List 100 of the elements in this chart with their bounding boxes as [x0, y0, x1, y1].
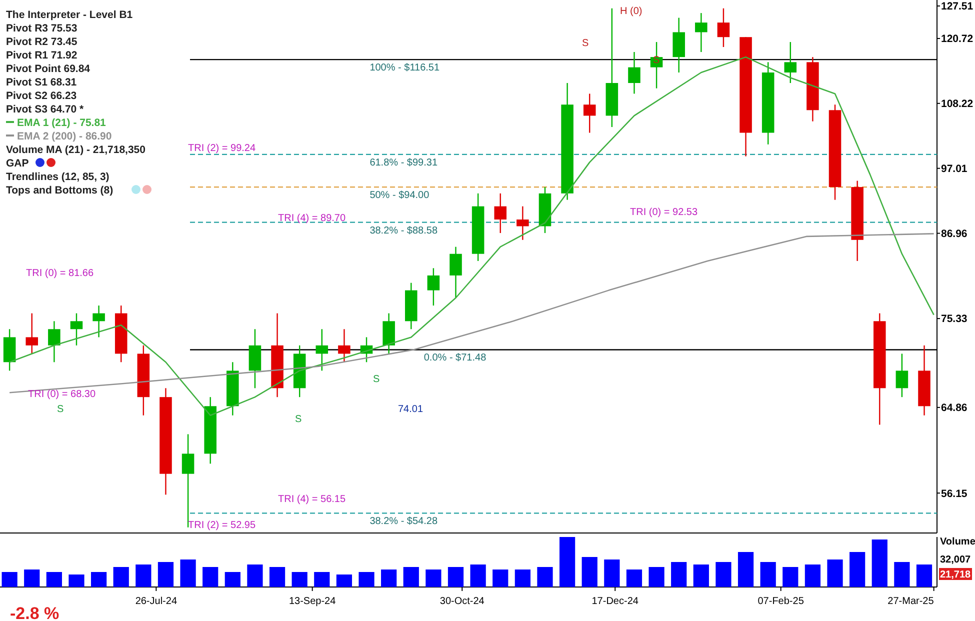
bar [872, 540, 888, 587]
y-tick-label: 108.22 [941, 98, 974, 110]
bar [113, 567, 129, 587]
y-tick-label: 64.86 [941, 402, 968, 414]
bar [916, 564, 932, 587]
bar [827, 560, 843, 587]
candlestick [717, 8, 730, 48]
candlestick [427, 268, 440, 306]
annotation: The Interpreter - Level B1 [6, 9, 133, 21]
bar [158, 562, 174, 587]
candlestick [516, 206, 529, 240]
annotation: TRI (2) = 99.24 [188, 143, 256, 154]
bar [90, 572, 107, 587]
annotation: Volume MA (21) - 21,718,350 [6, 144, 146, 156]
annotation: TRI (0) = 92.53 [630, 207, 698, 218]
candlestick [896, 353, 908, 398]
bar [426, 570, 442, 587]
annotation: 38.2% - $54.28 [370, 516, 438, 528]
bar [403, 567, 419, 587]
y-tick-label: 120.72 [941, 33, 974, 46]
bar [648, 567, 664, 587]
x-tick-label: 13-Sep-24 [288, 596, 336, 607]
bar [314, 572, 330, 587]
text: Volume [940, 536, 975, 548]
candlestick [494, 192, 507, 234]
text: 32,007 [940, 554, 972, 566]
y-tick-label: 56.15 [941, 488, 968, 500]
annotation: Pivot Point 69.84 [6, 63, 90, 75]
candlestick [70, 312, 83, 346]
bar [894, 562, 910, 587]
annotation: Tops and Bottoms (8) [6, 184, 114, 196]
annotation: S [373, 374, 380, 385]
bar [68, 574, 84, 587]
x-tick-label: 26-Jul-24 [135, 596, 178, 607]
annotation: Pivot S2 66.23 [6, 90, 77, 102]
bar [202, 567, 218, 587]
annotation: 61.8% - $99.31 [370, 157, 438, 168]
candlestick [92, 304, 105, 338]
annotation: TRI (4) = 56.15 [278, 494, 346, 505]
annotation: H (0) [620, 6, 642, 17]
annotation: 50% - $94.00 [370, 190, 430, 202]
bar [626, 570, 642, 587]
annotation: Trendlines (12, 85, 3) [6, 171, 110, 183]
bar [448, 567, 464, 587]
candlestick [695, 12, 708, 53]
bar [760, 562, 776, 587]
annotation: S [653, 55, 660, 66]
candlestick [583, 93, 596, 134]
annotation: S [582, 38, 589, 49]
bar [804, 564, 821, 587]
candlestick [784, 41, 797, 84]
x-tick-label: 17-Dec-24 [592, 596, 639, 607]
bar [292, 572, 308, 587]
annotation: TRI (0) = 68.30 [28, 389, 96, 400]
candlestick [338, 328, 350, 363]
x-tick-label: 30-Oct-24 [440, 596, 485, 607]
annotation: S [295, 414, 302, 425]
annotation: 38.2% - $88.58 [370, 225, 438, 236]
annotation: Pivot R2 73.45 [6, 36, 78, 48]
bar [269, 567, 286, 587]
candlestick [628, 51, 640, 94]
candlestick [450, 246, 462, 298]
bar [224, 572, 240, 587]
text: -2.8 % [10, 604, 60, 621]
bar [582, 557, 598, 587]
bar [180, 560, 196, 587]
bar [492, 570, 508, 587]
bar [693, 564, 709, 587]
annotation: Pivot S1 68.31 [6, 76, 77, 88]
bar [738, 552, 754, 587]
bar [716, 562, 732, 587]
annotation: 100% - $116.51 [370, 62, 440, 74]
annotation: 74.01 [398, 404, 424, 415]
bar [358, 572, 374, 587]
bar [782, 567, 798, 587]
annotation: S [57, 404, 64, 415]
y-tick-label: 97.01 [941, 163, 968, 176]
annotation: TRI (2) = 52.95 [188, 520, 256, 531]
annotation: Pivot S3 64.70 * [6, 104, 85, 116]
bar [136, 564, 152, 587]
x-tick-label: 27-Mar-25 [888, 596, 934, 607]
candlestick [316, 328, 328, 372]
bar [559, 537, 576, 587]
bar [671, 562, 687, 587]
y-tick-label: 86.96 [941, 228, 968, 240]
x-tick-label: 07-Feb-25 [758, 596, 804, 607]
legend-label: EMA 1 (21) - 75.81 [17, 117, 106, 129]
annotation: 0.0% - $71.48 [424, 352, 487, 364]
annotation: GAP [6, 158, 29, 170]
legend-label: EMA 2 (200) - 86.90 [17, 130, 112, 142]
bar [336, 574, 352, 587]
annotation: TRI (0) = 81.66 [26, 268, 94, 279]
candlestick [26, 312, 38, 354]
bar [24, 570, 40, 587]
annotation: TRI (4) = 89.70 [278, 213, 346, 224]
bar [46, 572, 62, 587]
bar [247, 564, 263, 587]
y-tick-label: 127.51 [941, 0, 974, 13]
bar [537, 567, 553, 587]
bar [381, 570, 397, 587]
